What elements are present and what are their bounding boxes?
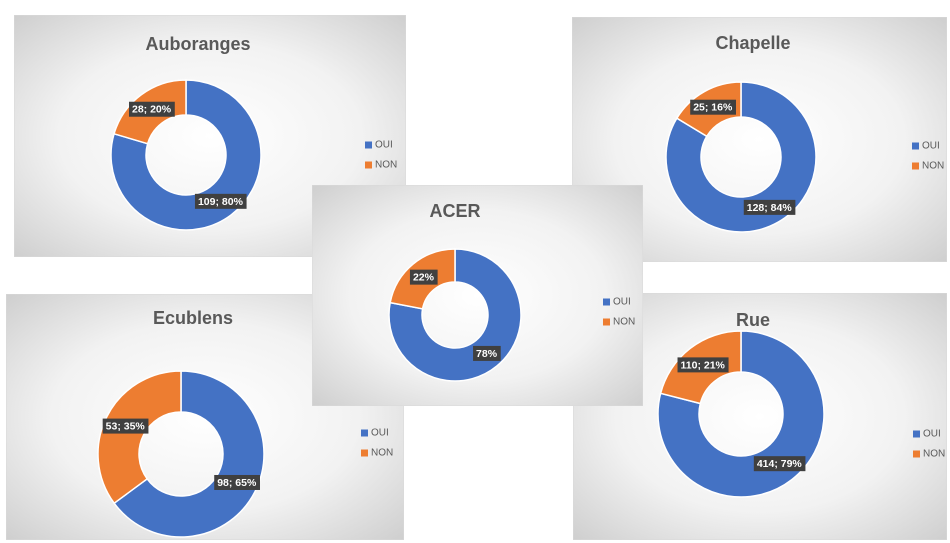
legend-swatch — [365, 161, 372, 169]
legend-swatch — [912, 162, 919, 170]
data-label-box — [677, 357, 729, 373]
legend-swatch — [361, 429, 368, 437]
donut-segment — [110, 79, 262, 231]
legend-label: OUI — [923, 429, 941, 440]
data-label-text: 128; 84% — [747, 202, 793, 214]
data-label-box — [102, 418, 149, 434]
data-label: 128; 84% — [743, 199, 796, 215]
data-label-box — [473, 345, 501, 361]
legend-swatch — [603, 318, 610, 326]
legend-label: NON — [375, 160, 397, 171]
chart-panel: Auboranges 109; 80% 28; 20% OUI NON — [14, 15, 406, 257]
legend-swatch — [913, 430, 920, 438]
data-label: 110; 21% — [677, 357, 729, 373]
data-label-text: 25; 16% — [693, 102, 733, 114]
donut-segment — [97, 370, 182, 505]
legend-swatch — [361, 449, 368, 457]
data-label-text: 98; 65% — [217, 477, 257, 489]
data-label: 22% — [409, 269, 438, 285]
chart-title: Rue — [736, 310, 770, 330]
chart-title: Ecublens — [153, 308, 233, 328]
legend-label: NON — [923, 449, 945, 460]
data-label: 78% — [473, 345, 501, 361]
legend-swatch — [365, 141, 372, 149]
data-label-text: 414; 79% — [757, 458, 803, 470]
data-label-text: 53; 35% — [106, 421, 146, 433]
data-label-text: 78% — [476, 348, 498, 360]
legend-label: NON — [922, 161, 944, 172]
data-label: 109; 80% — [194, 193, 247, 209]
legend-label: OUI — [922, 141, 940, 152]
legend-swatch — [603, 298, 610, 306]
data-label: 28; 20% — [129, 101, 175, 117]
donut-segment — [665, 81, 817, 233]
data-label-box — [194, 193, 247, 209]
donut-segment — [113, 370, 265, 538]
data-label-box — [743, 199, 796, 215]
data-label-text: 109; 80% — [198, 196, 244, 208]
legend-label: NON — [613, 317, 635, 328]
data-label-text: 28; 20% — [132, 104, 172, 116]
data-label: 53; 35% — [102, 418, 149, 434]
data-label-box — [214, 474, 260, 490]
legend-swatch — [913, 450, 920, 458]
data-label-text: 22% — [413, 272, 435, 284]
legend-label: OUI — [375, 140, 393, 151]
chart-title: ACER — [429, 201, 480, 221]
legend-label: OUI — [613, 297, 631, 308]
legend-label: OUI — [371, 428, 389, 439]
data-label: 414; 79% — [753, 456, 806, 472]
chart-title: Auboranges — [145, 34, 250, 54]
data-label: 98; 65% — [214, 474, 260, 490]
data-label-box — [409, 269, 438, 285]
chart-title: Chapelle — [715, 33, 790, 53]
data-label-text: 110; 21% — [681, 359, 726, 371]
donut-segment — [657, 330, 825, 498]
legend-swatch — [912, 142, 919, 150]
data-label-box — [129, 101, 175, 117]
chart-panel: ACER 78% 22% OUI NON — [312, 185, 643, 406]
data-label-box — [753, 456, 806, 472]
legend-label: NON — [371, 448, 393, 459]
data-label-box — [690, 99, 736, 115]
data-label: 25; 16% — [690, 99, 736, 115]
